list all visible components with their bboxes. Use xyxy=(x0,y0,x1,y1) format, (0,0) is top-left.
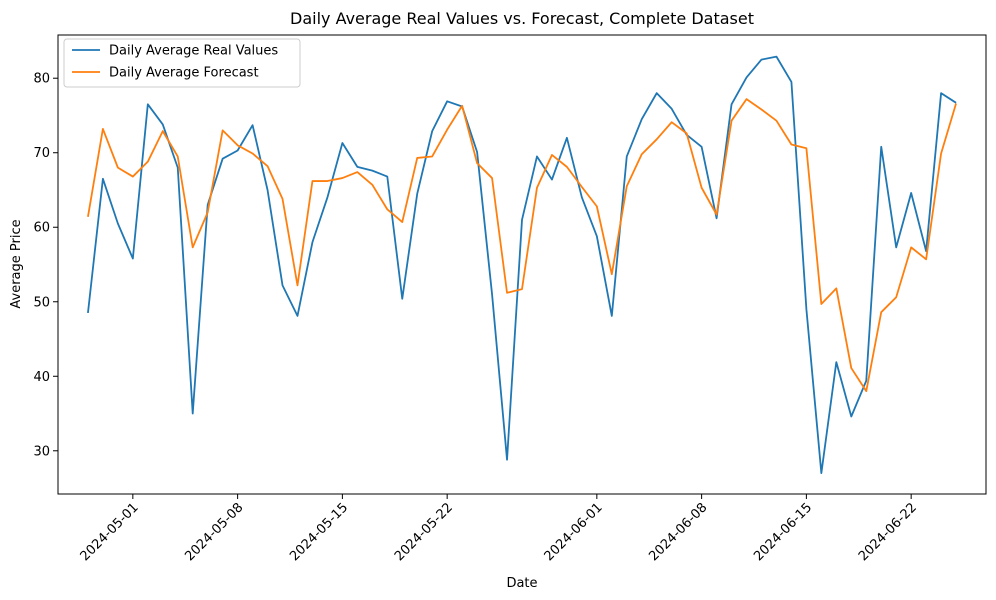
x-tick-label: 2024-05-15 xyxy=(287,500,351,564)
x-tick-label: 2024-06-15 xyxy=(751,500,815,564)
legend-box xyxy=(63,38,301,88)
x-tick-label: 2024-05-22 xyxy=(392,500,456,564)
y-axis-label: Average Price xyxy=(9,219,24,308)
y-tick-label: 80 xyxy=(33,72,50,87)
y-tick-label: 30 xyxy=(33,444,50,459)
legend-label-1: Daily Average Real Values xyxy=(109,44,278,59)
y-tick-label: 70 xyxy=(33,146,50,161)
chart-title: Daily Average Real Values vs. Forecast, … xyxy=(290,9,754,28)
x-tick-label: 2024-06-01 xyxy=(542,500,606,564)
x-tick-label: 2024-06-08 xyxy=(646,500,710,564)
y-tick-label: 60 xyxy=(33,221,50,236)
series-line-2 xyxy=(87,98,957,393)
x-tick-label: 2024-06-22 xyxy=(856,500,920,564)
y-tick-label: 40 xyxy=(33,370,50,385)
y-tick-label: 50 xyxy=(33,295,50,310)
plot-frame xyxy=(57,34,987,495)
series-line-1 xyxy=(87,55,957,475)
legend: Daily Average Real Values Daily Average F… xyxy=(63,38,301,88)
x-axis-label: Date xyxy=(506,576,537,591)
legend-label-2: Daily Average Forecast xyxy=(109,66,259,81)
x-tick-label: 2024-05-01 xyxy=(78,500,142,564)
x-tick-label: 2024-05-08 xyxy=(182,500,246,564)
